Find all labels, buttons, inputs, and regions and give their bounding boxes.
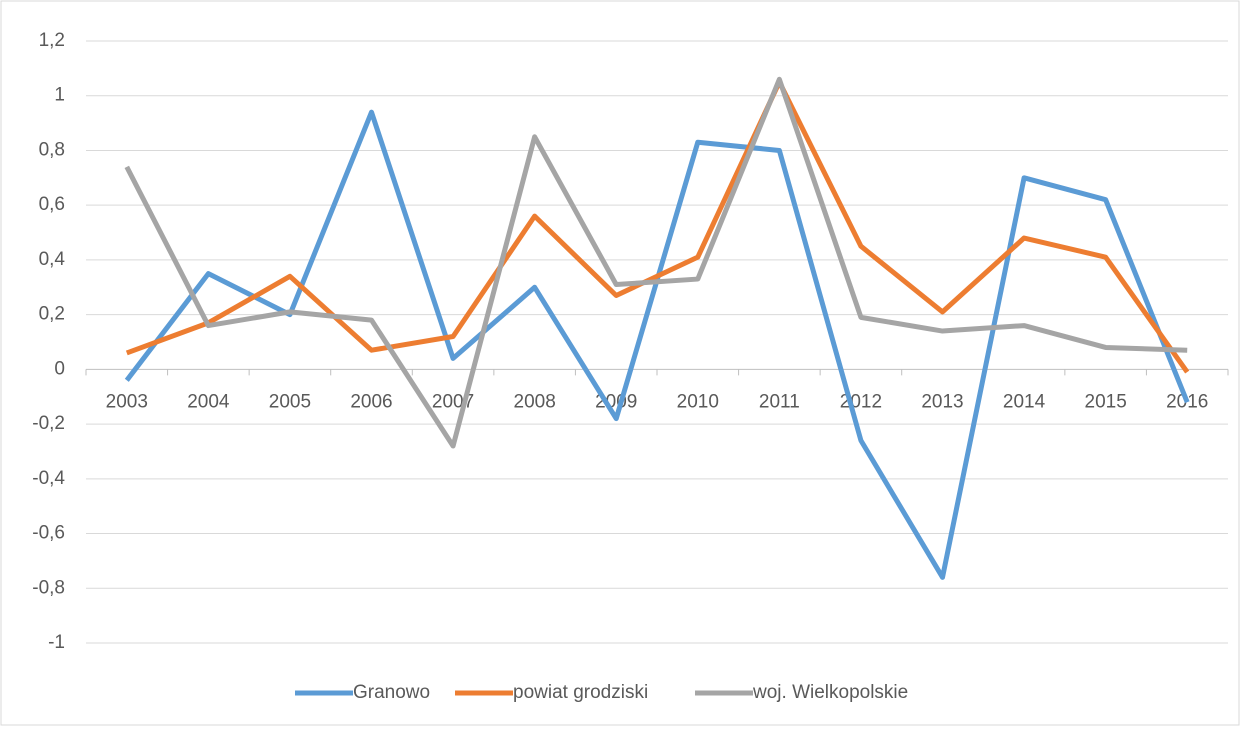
y-tick-label: 1 [54,85,65,106]
y-tick-label: -0,6 [32,523,65,544]
y-tick-label: -0,4 [32,468,65,489]
x-tick-label: 2009 [595,391,637,412]
x-tick-label: 2011 [759,391,800,412]
y-tick-label: 0 [54,358,65,379]
series-line [125,79,1190,374]
y-tick-label: 1,2 [39,30,65,51]
legend-label: woj. Wielkopolskie [752,682,908,703]
x-tick-label: 2013 [921,391,963,412]
series-line [124,76,1188,449]
y-tick-label: 0,2 [39,304,65,325]
y-tick-label: 0,8 [39,139,65,160]
x-tick-label: 2014 [1003,391,1046,412]
x-tick-label: 2003 [106,391,148,412]
x-tick-label: 2010 [677,391,719,412]
y-tick-label: 0,6 [39,194,65,215]
x-tick-label: 2008 [514,391,556,412]
x-tick-label: 2006 [350,391,392,412]
x-tick-label: 2004 [187,391,230,412]
legend-label: powiat grodziski [513,682,648,703]
y-tick-label: -0,2 [32,413,65,434]
y-tick-label: -1 [48,632,65,653]
x-tick-label: 2005 [269,391,311,412]
x-tick-label: 2015 [1085,391,1127,412]
y-tick-label: -0,8 [32,577,65,598]
legend-label: Granowo [353,682,430,703]
y-tick-label: 0,4 [39,249,66,270]
